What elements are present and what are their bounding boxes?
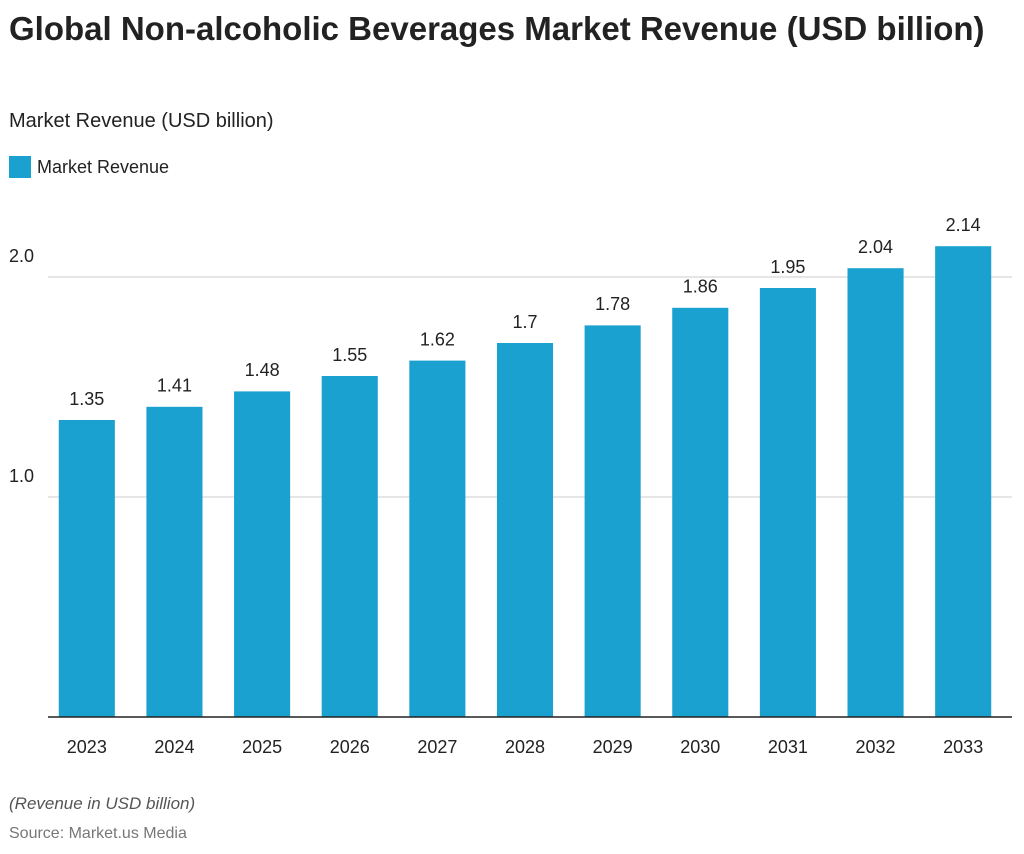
bar	[672, 307, 729, 717]
source: Source: Market.us Media	[9, 825, 187, 842]
value-label: 1.78	[595, 294, 630, 314]
value-label: 1.55	[332, 345, 367, 365]
bar	[759, 288, 816, 717]
bar	[146, 406, 203, 717]
x-tick-label: 2026	[330, 737, 370, 757]
x-tick-label: 2033	[943, 737, 983, 757]
x-tick-label: 2023	[67, 737, 107, 757]
legend-swatch	[9, 156, 31, 178]
value-label: 1.41	[157, 376, 192, 396]
x-tick-label: 2029	[593, 737, 633, 757]
y-tick-label: 1.0	[9, 466, 34, 486]
bar	[321, 376, 378, 717]
bar	[234, 391, 291, 717]
x-tick-label: 2024	[154, 737, 194, 757]
x-tick-label: 2028	[505, 737, 545, 757]
x-tick-label: 2025	[242, 737, 282, 757]
legend: Market Revenue	[9, 156, 169, 178]
x-tick-label: 2027	[417, 737, 457, 757]
bar	[58, 420, 115, 717]
bar	[584, 325, 641, 717]
x-tick-label: 2030	[680, 737, 720, 757]
value-label: 1.62	[420, 329, 455, 349]
bar	[496, 343, 554, 717]
x-tick-label: 2031	[768, 737, 808, 757]
y-tick-label: 2.0	[9, 246, 34, 266]
bar	[409, 360, 466, 717]
value-label: 1.7	[512, 312, 537, 332]
chart-title: Global Non-alcoholic Beverages Market Re…	[9, 10, 985, 47]
x-tick-label: 2032	[856, 737, 896, 757]
legend-label: Market Revenue	[37, 156, 170, 177]
bar	[847, 268, 904, 717]
value-label: 2.04	[858, 237, 893, 257]
note: (Revenue in USD billion)	[9, 794, 196, 813]
value-label: 1.86	[683, 277, 718, 297]
value-label: 1.48	[245, 360, 280, 380]
chart-subtitle: Market Revenue (USD billion)	[9, 110, 274, 132]
value-label: 1.35	[69, 389, 104, 409]
value-label: 2.14	[946, 215, 981, 235]
value-label: 1.95	[770, 257, 805, 277]
bar	[935, 246, 992, 717]
